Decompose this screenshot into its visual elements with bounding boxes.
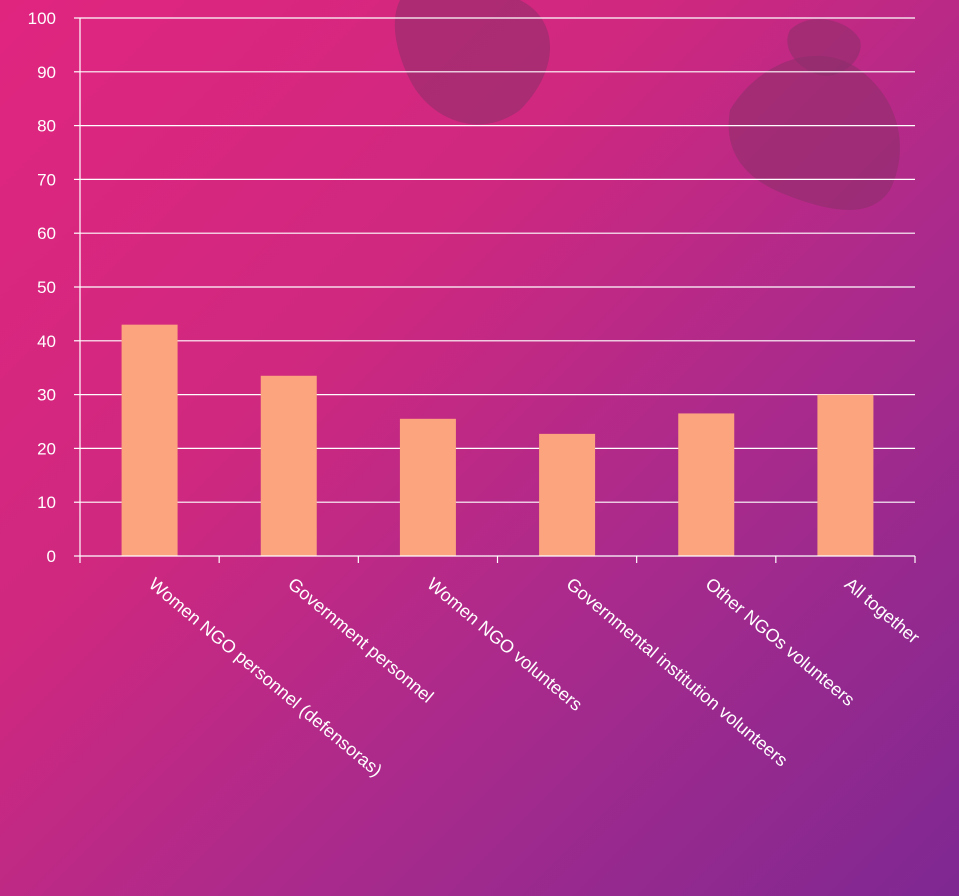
x-tick-label: Women NGO volunteers (423, 574, 586, 715)
y-tick-label: 0 (47, 547, 56, 566)
x-tick-label: Women NGO personnel (defensoras) (145, 574, 386, 781)
x-tick-label: Governmental institution volunteers (563, 574, 792, 771)
y-tick-label: 80 (37, 117, 56, 136)
bars (121, 324, 874, 556)
bar (817, 394, 874, 556)
grid-lines (80, 17, 915, 503)
x-tick-label: Government personnel (284, 574, 437, 707)
y-tick-label: 10 (37, 493, 56, 512)
bar (121, 324, 178, 556)
bar (539, 433, 596, 556)
x-tick-label: Other NGOs volunteers (702, 574, 859, 710)
y-tick-label: 100 (28, 9, 56, 28)
y-tick-label: 50 (37, 278, 56, 297)
bar (399, 418, 456, 556)
bar (678, 413, 735, 556)
x-tick-label: All together (841, 574, 924, 648)
y-tick-label: 60 (37, 224, 56, 243)
y-tick-label: 70 (37, 170, 56, 189)
bar (260, 375, 317, 556)
y-tick-label: 90 (37, 63, 56, 82)
y-tick-label: 30 (37, 386, 56, 405)
y-tick-label: 40 (37, 332, 56, 351)
y-axis-tick-labels: 0 10 20 30 40 50 60 70 80 90 100 (28, 9, 56, 566)
background-decoration (394, 0, 900, 210)
axes (74, 17, 916, 563)
x-axis-category-labels: Women NGO personnel (defensoras)Governme… (145, 574, 923, 781)
y-tick-label: 20 (37, 439, 56, 458)
